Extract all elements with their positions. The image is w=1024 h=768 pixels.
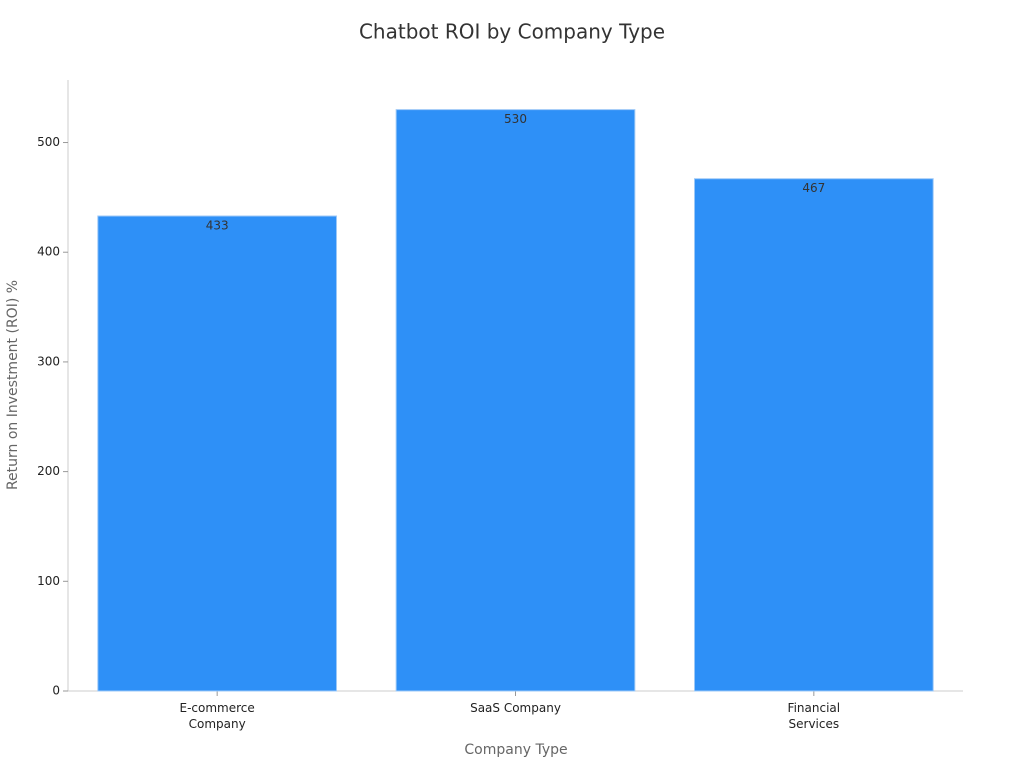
y-axis-title: Return on Investment (ROI) % <box>5 280 21 490</box>
x-tick-label: E-commerce Company <box>179 701 255 731</box>
y-tick-label: 400 <box>37 245 60 259</box>
y-tick-label: 200 <box>37 464 60 478</box>
y-tick-label: 300 <box>37 354 60 368</box>
chart-title: Chatbot ROI by Company Type <box>359 20 665 44</box>
bar <box>694 178 934 692</box>
y-tick-label: 500 <box>37 135 60 149</box>
value-label: 467 <box>802 181 825 195</box>
y-tick-label: 100 <box>37 574 60 588</box>
x-tick-label: SaaS Company <box>470 701 561 715</box>
value-label: 433 <box>206 219 229 233</box>
bar <box>395 109 636 692</box>
bar <box>97 215 338 692</box>
y-tick-label: 0 <box>52 684 60 698</box>
x-tick-label: Financial Services <box>787 701 841 731</box>
x-axis-title: Company Type <box>464 742 567 758</box>
value-label: 530 <box>504 112 527 126</box>
